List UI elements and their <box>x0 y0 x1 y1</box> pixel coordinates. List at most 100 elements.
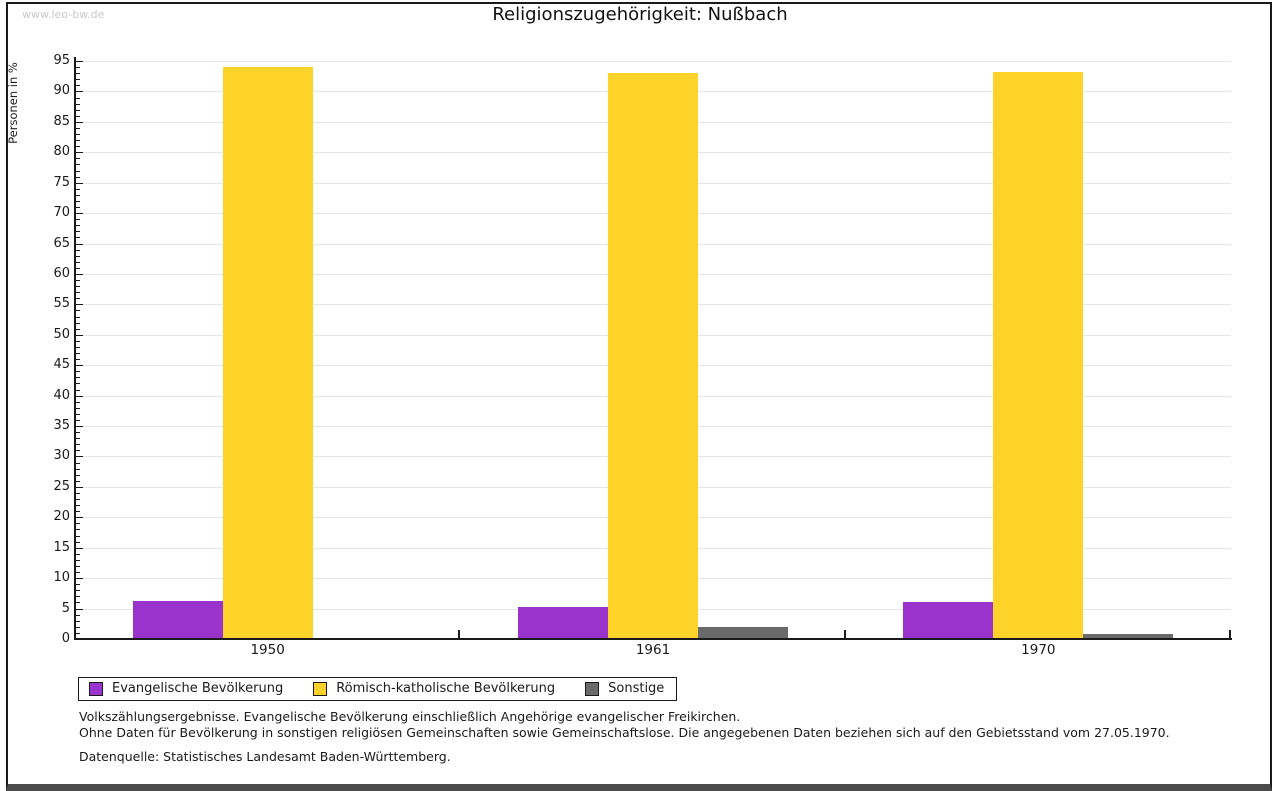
y-tick-label-95: 95 <box>53 53 70 68</box>
y-minor-tick-14 <box>76 553 80 555</box>
y-minor-tick-16 <box>76 541 80 543</box>
footnote-line-2: Ohne Daten für Bevölkerung in sonstigen … <box>79 724 1170 740</box>
legend-swatch-roemisch-katholische-bevoelkerung <box>313 681 328 696</box>
data-source: Datenquelle: Statistisches Landesamt Bad… <box>79 749 451 764</box>
y-major-tick-15 <box>76 547 83 549</box>
bar-evangelische-bevoelkerung-1970 <box>903 601 994 639</box>
y-minor-tick-48 <box>76 346 80 348</box>
y-major-tick-30 <box>76 456 83 458</box>
y-minor-tick-19 <box>76 523 80 525</box>
y-minor-tick-38 <box>76 407 80 409</box>
y-minor-tick-37 <box>76 413 80 415</box>
y-tick-label-10: 10 <box>53 570 70 586</box>
y-minor-tick-36 <box>76 419 80 421</box>
y-major-tick-75 <box>76 182 83 184</box>
legend-label-evangelische-bevoelkerung: Evangelische Bevölkerung <box>112 681 284 696</box>
y-major-tick-60 <box>76 273 83 275</box>
y-minor-tick-41 <box>76 389 80 391</box>
x-axis-label-1961: 1961 <box>635 642 671 658</box>
y-major-tick-45 <box>76 365 83 367</box>
y-minor-tick-52 <box>76 322 80 324</box>
y-minor-tick-17 <box>76 535 80 537</box>
y-minor-tick-46 <box>76 359 80 361</box>
y-tick-label-0: 0 <box>61 631 70 646</box>
y-minor-tick-2 <box>76 626 80 628</box>
bar-evangelische-bevoelkerung-1950 <box>132 600 223 639</box>
y-minor-tick-91 <box>76 85 80 87</box>
y-minor-tick-9 <box>76 584 80 586</box>
y-minor-tick-74 <box>76 188 80 190</box>
y-major-tick-85 <box>76 121 83 123</box>
y-minor-tick-67 <box>76 231 80 233</box>
y-minor-tick-89 <box>76 97 80 99</box>
y-major-tick-95 <box>76 61 83 62</box>
y-minor-tick-49 <box>76 340 80 342</box>
bar-roemisch-katholische-bevoelkerung-1970 <box>993 71 1084 639</box>
y-minor-tick-27 <box>76 474 80 476</box>
x-axis-line <box>74 638 1232 640</box>
y-major-tick-65 <box>76 243 83 245</box>
legend-item-roemisch-katholische-bevoelkerung: Römisch-katholische Bevölkerung <box>313 681 555 696</box>
y-major-tick-50 <box>76 334 83 336</box>
y-tick-label-60: 60 <box>53 265 70 281</box>
y-major-tick-55 <box>76 304 83 306</box>
y-minor-tick-82 <box>76 140 80 142</box>
y-tick-label-5: 5 <box>61 600 70 616</box>
y-minor-tick-73 <box>76 194 80 196</box>
footnote-line-1: Volkszählungsergebnisse. Evangelische Be… <box>79 709 741 724</box>
y-tick-label-70: 70 <box>53 205 70 221</box>
y-axis-label: Personen in % <box>6 62 20 144</box>
y-major-tick-5 <box>76 608 83 610</box>
y-minor-tick-63 <box>76 255 80 257</box>
y-tick-label-30: 30 <box>53 448 70 464</box>
x-axis-tick-3 <box>1229 630 1231 639</box>
y-minor-tick-54 <box>76 310 80 312</box>
y-tick-label-20: 20 <box>53 509 70 525</box>
y-tick-label-35: 35 <box>53 418 70 434</box>
y-minor-tick-4 <box>76 614 80 616</box>
bar-evangelische-bevoelkerung-1961 <box>518 606 608 639</box>
y-major-tick-70 <box>76 213 83 215</box>
y-minor-tick-11 <box>76 572 80 574</box>
y-minor-tick-26 <box>76 480 80 482</box>
y-minor-tick-21 <box>76 511 80 513</box>
y-major-tick-90 <box>76 91 83 93</box>
y-minor-tick-32 <box>76 444 80 446</box>
x-axis-tick-1 <box>458 630 461 639</box>
y-tick-label-15: 15 <box>53 539 70 555</box>
y-minor-tick-92 <box>76 79 80 81</box>
y-minor-tick-28 <box>76 468 80 470</box>
y-minor-tick-84 <box>76 127 80 129</box>
y-minor-tick-39 <box>76 401 80 403</box>
legend-swatch-evangelische-bevoelkerung <box>89 681 103 696</box>
y-minor-tick-81 <box>76 146 80 148</box>
y-minor-tick-3 <box>76 620 80 622</box>
chart-legend: Evangelische Bevölkerung Römisch-katholis… <box>78 677 678 701</box>
y-minor-tick-31 <box>76 450 80 452</box>
y-minor-tick-68 <box>76 225 80 227</box>
y-minor-tick-6 <box>76 602 80 604</box>
y-minor-tick-93 <box>76 73 80 75</box>
y-minor-tick-88 <box>76 103 80 105</box>
y-major-tick-10 <box>76 578 83 580</box>
y-minor-tick-77 <box>76 170 80 172</box>
y-tick-label-50: 50 <box>53 326 70 342</box>
y-minor-tick-1 <box>76 632 80 634</box>
gridline-95 <box>76 61 1231 62</box>
y-tick-label-45: 45 <box>53 357 70 373</box>
y-minor-tick-42 <box>76 383 80 385</box>
y-tick-label-90: 90 <box>53 83 70 99</box>
y-minor-tick-86 <box>76 115 80 117</box>
legend-label-roemisch-katholische-bevoelkerung: Römisch-katholische Bevölkerung <box>336 681 556 696</box>
y-minor-tick-78 <box>76 164 80 166</box>
chart-footnotes: Volkszählungsergebnisse. Evangelische Be… <box>79 709 1229 740</box>
y-minor-tick-51 <box>76 328 80 330</box>
y-minor-tick-43 <box>76 377 80 379</box>
y-minor-tick-8 <box>76 590 80 592</box>
y-minor-tick-7 <box>76 596 80 598</box>
y-minor-tick-94 <box>76 67 80 69</box>
y-minor-tick-59 <box>76 280 80 282</box>
y-minor-tick-57 <box>76 292 80 294</box>
y-minor-tick-66 <box>76 237 80 239</box>
y-tick-label-85: 85 <box>53 113 70 129</box>
